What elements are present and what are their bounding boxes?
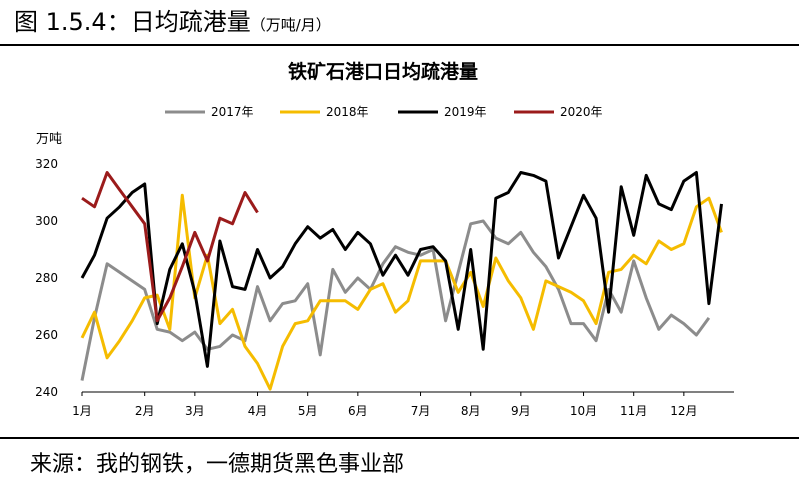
x-tick-label: 7月 [411, 404, 431, 418]
x-tick-label: 6月 [348, 404, 368, 418]
figure-title-text: 图 1.5.4：日均疏港量 [14, 8, 251, 36]
top-rule [0, 44, 799, 46]
x-tick-label: 11月 [620, 404, 647, 418]
x-tick-label: 5月 [298, 404, 318, 418]
y-tick-label: 320 [35, 157, 58, 171]
chart-title: 铁矿石港口日均疏港量 [288, 60, 478, 83]
x-tick-label: 4月 [248, 404, 268, 418]
bottom-rule [0, 437, 799, 439]
series-line-2019年 [80, 171, 723, 368]
y-ticks: 240 260 280 300 320 [35, 157, 58, 399]
y-tick-label: 300 [35, 214, 58, 228]
series-line-2017年 [80, 219, 711, 381]
source-note: 来源：我的钢铁，一德期货黑色事业部 [30, 452, 405, 477]
y-tick-label: 240 [35, 385, 58, 399]
figure-unit: （万吨/月） [250, 16, 331, 34]
x-tick-label: 12月 [670, 404, 697, 418]
y-axis-label: 万吨 [36, 132, 62, 147]
series-line-2020年 [81, 171, 259, 323]
x-tick-label: 10月 [570, 404, 597, 418]
y-tick-label: 260 [35, 328, 58, 342]
figure-title: 图 1.5.4：日均疏港量（万吨/月） [14, 4, 331, 40]
x-ticks: 1月 2月 3月 4月 5月 6月 7月 8月 9月 10月 11月 12月 [72, 392, 697, 418]
legend-label: 2017年 [211, 105, 254, 119]
legend-label: 2018年 [326, 105, 369, 119]
legend: 2017年 2018年 2019年 2020年 [165, 105, 603, 119]
x-tick-label: 9月 [511, 404, 531, 418]
legend-label: 2019年 [444, 105, 487, 119]
x-tick-label: 1月 [72, 404, 92, 418]
line-chart: 铁矿石港口日均疏港量 2017年 2018年 2019年 2020年 万吨 240 26… [35, 60, 734, 418]
x-tick-label: 2月 [135, 404, 155, 418]
y-tick-label: 280 [35, 271, 58, 285]
legend-label: 2020年 [560, 105, 603, 119]
series-group [80, 171, 723, 391]
x-tick-label: 8月 [461, 404, 481, 418]
x-tick-label: 3月 [185, 404, 205, 418]
